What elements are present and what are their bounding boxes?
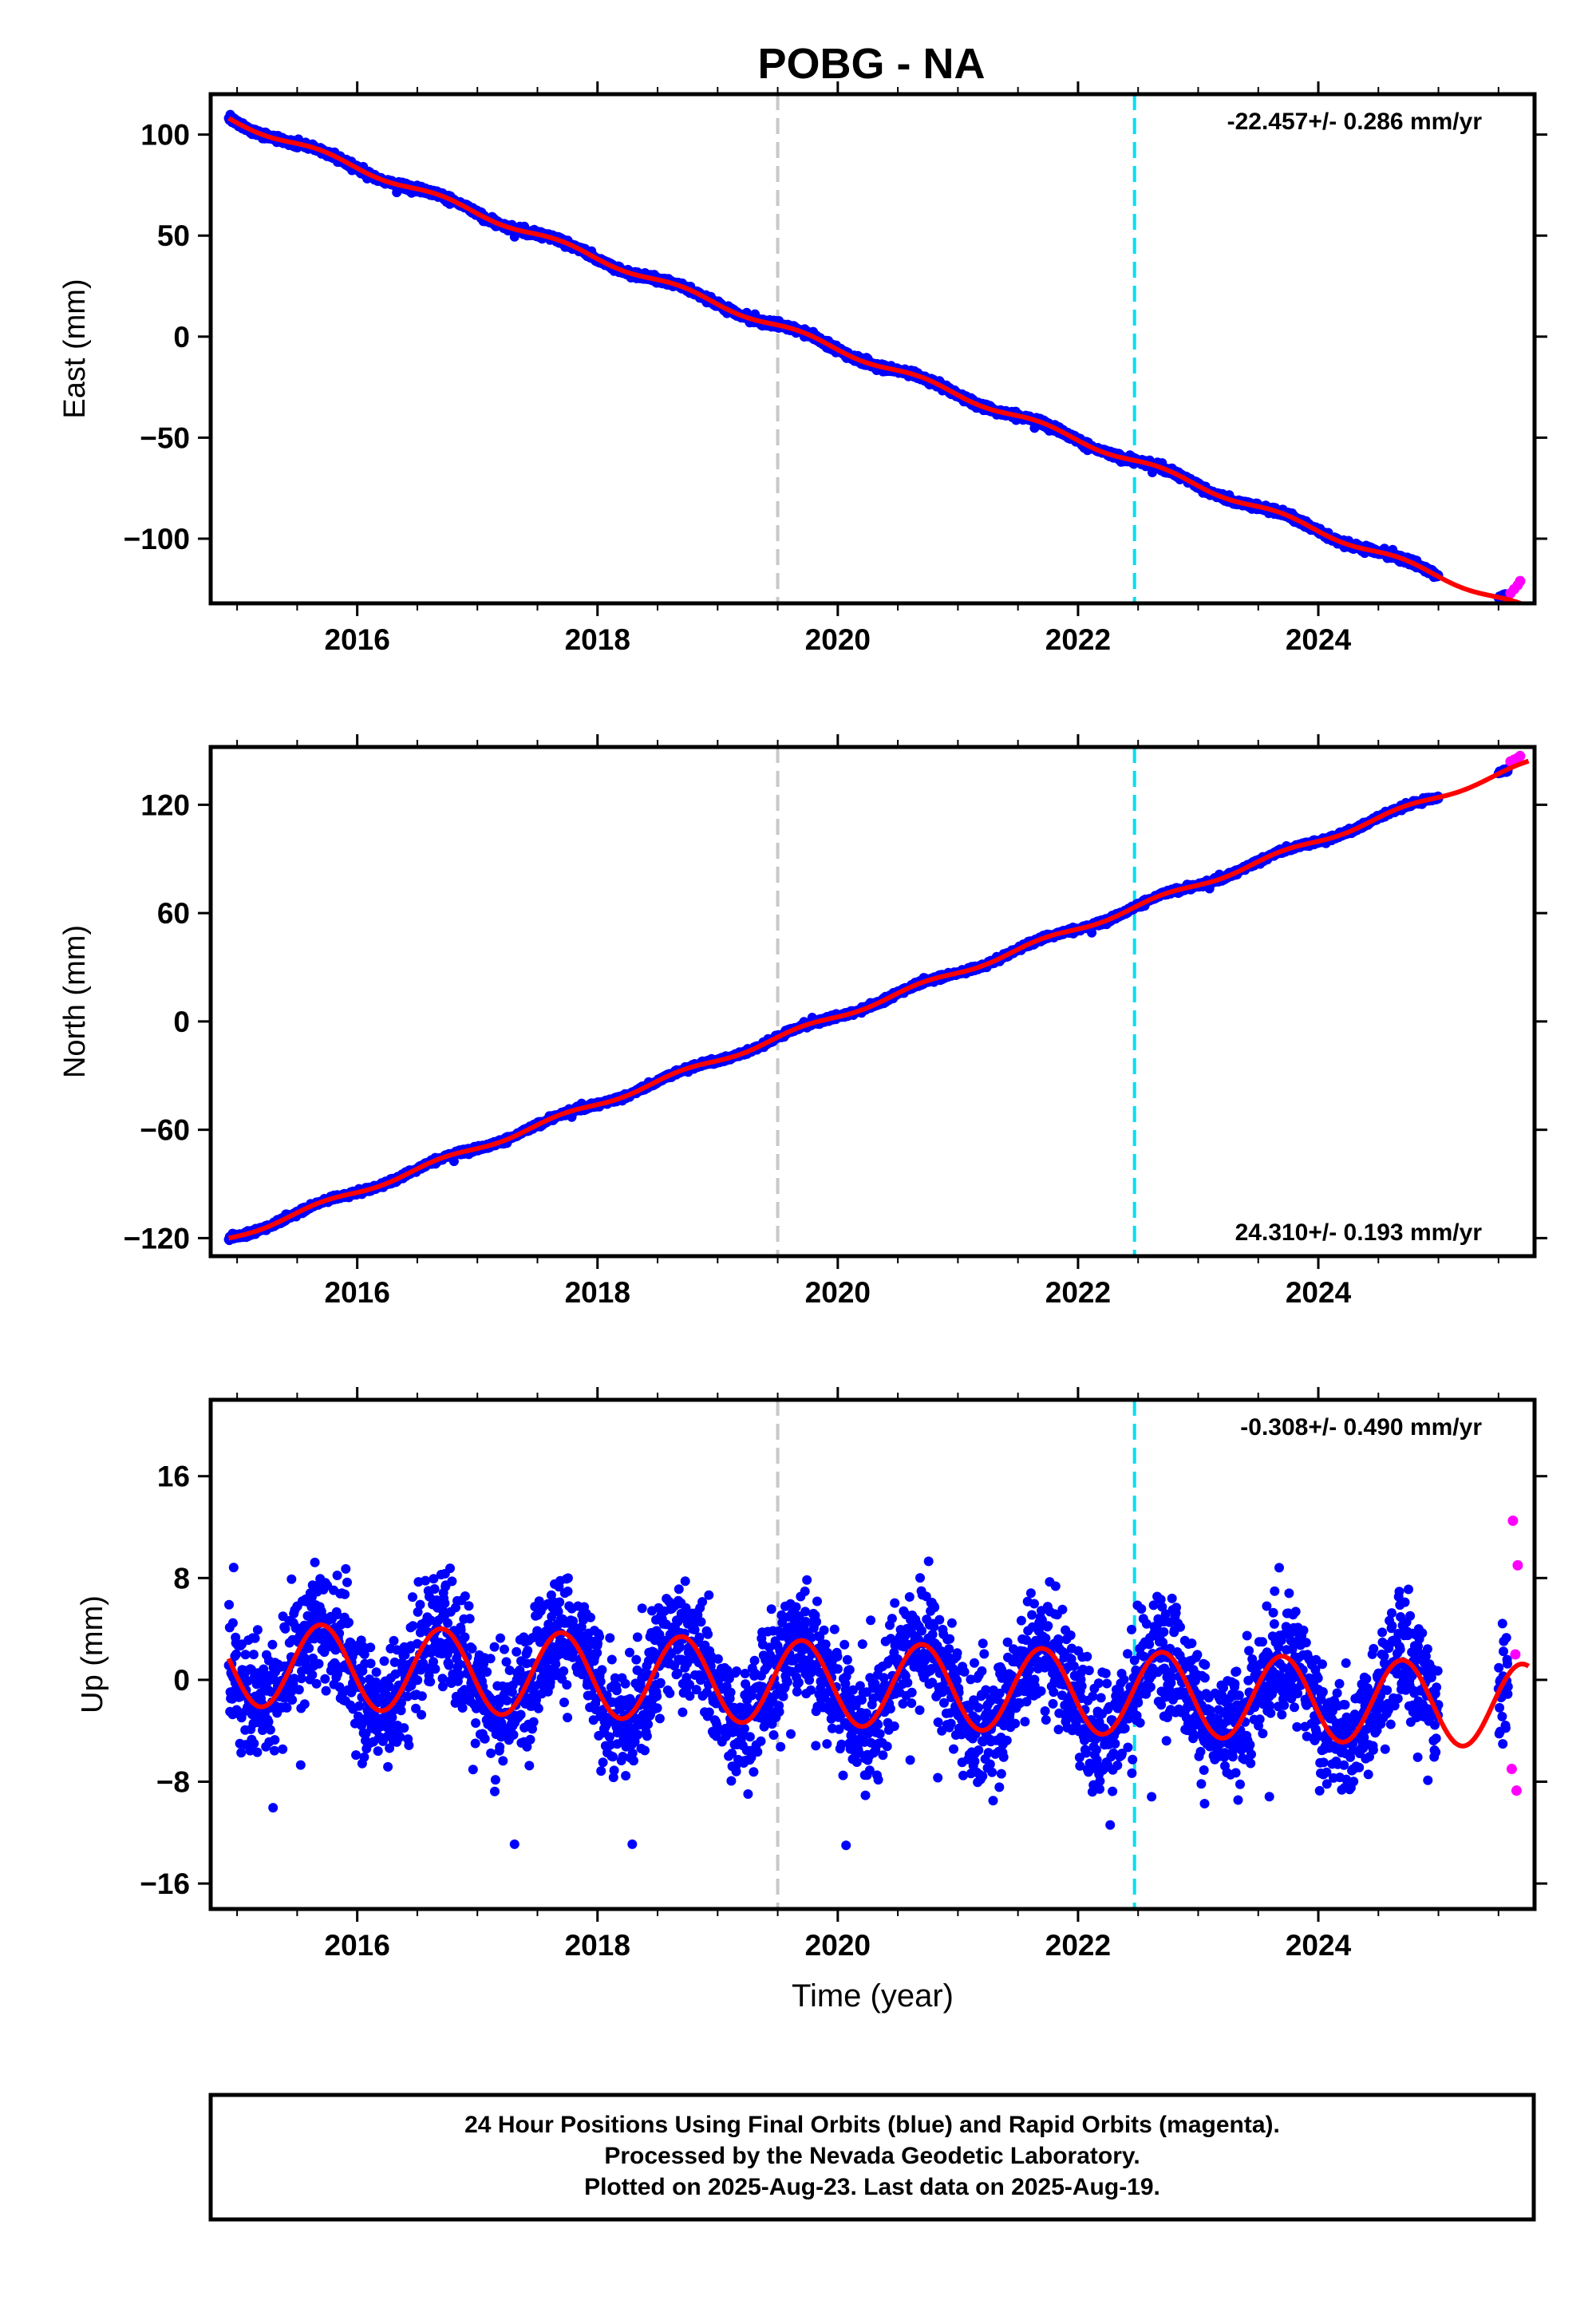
x-tick-label: 2024 <box>1286 623 1352 656</box>
rate-annotation: -22.457+/- 0.286 mm/yr <box>1227 109 1483 135</box>
y-tick-label: 100 <box>140 119 190 152</box>
x-tick-label: 2020 <box>805 1276 871 1309</box>
y-tick-label: −60 <box>140 1114 190 1147</box>
x-tick-label: 2024 <box>1286 1276 1352 1309</box>
final-orbit-points <box>223 764 1513 1246</box>
x-tick-label: 2018 <box>565 1276 630 1309</box>
plot-area <box>223 94 1527 603</box>
x-tick-label: 2022 <box>1045 623 1111 656</box>
panel-frame <box>208 92 1537 606</box>
x-axis: 2016 2018 2020 2022 2024 <box>325 81 1352 656</box>
y-tick-label: 120 <box>140 788 190 821</box>
y-tick-label: 0 <box>173 321 190 354</box>
rapid-orbit-points <box>1505 575 1526 599</box>
plot-area <box>223 747 1530 1256</box>
y-axis: 120 60 0 −60 −120 <box>124 788 1547 1255</box>
x-tick-label: 2020 <box>805 623 871 656</box>
y-axis-label: North (mm) <box>58 925 92 1078</box>
x-axis: 2016 2018 2020 2022 2024 <box>325 734 1352 1309</box>
y-tick-label: 50 <box>157 219 190 252</box>
y-tick-label: 0 <box>173 1006 190 1038</box>
y-tick-label: −100 <box>124 523 190 555</box>
y-tick-label: −120 <box>124 1222 190 1255</box>
rapid-orbit-point <box>1515 575 1526 587</box>
figure-title: POBG - NA <box>757 40 985 88</box>
x-tick-label: 2022 <box>1045 1276 1111 1309</box>
y-axis-label: East (mm) <box>58 279 92 418</box>
x-tick-label: 2016 <box>325 1276 390 1309</box>
model-fit-line <box>227 116 1527 603</box>
x-tick-label: 2018 <box>565 623 630 656</box>
north-panel: 2016 2018 2020 2022 2024 120 60 0 −60 −120 North (… <box>58 734 1547 1309</box>
x-tick-label: 2016 <box>325 623 390 656</box>
east-panel: 2016 2018 2020 2022 2024 100 50 0 −50 −100 East (m… <box>58 81 1547 656</box>
y-tick-label: 60 <box>157 897 190 930</box>
y-tick-label: −50 <box>140 421 190 454</box>
y-axis: 100 50 0 −50 −100 <box>124 119 1547 555</box>
